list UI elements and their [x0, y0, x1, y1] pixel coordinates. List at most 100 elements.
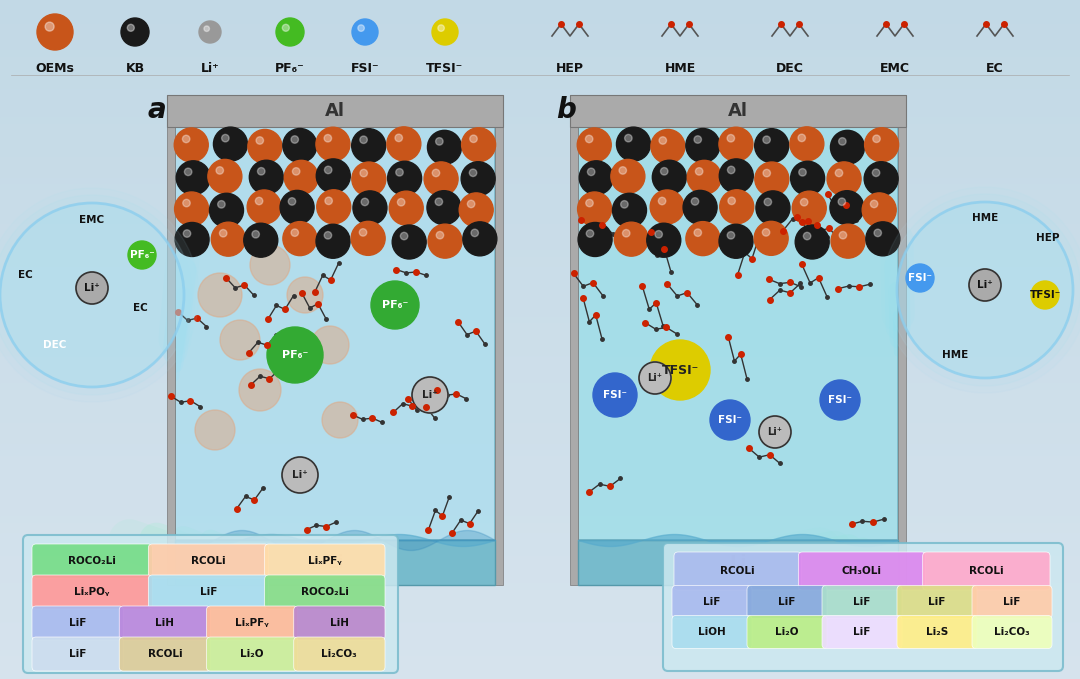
Bar — [0, 457, 1080, 458]
Bar — [0, 412, 1080, 413]
Text: HME: HME — [972, 213, 998, 223]
Text: Li: Li — [729, 553, 746, 572]
Circle shape — [864, 162, 899, 196]
Bar — [0, 639, 1080, 640]
FancyBboxPatch shape — [119, 637, 211, 671]
Circle shape — [789, 127, 824, 161]
Circle shape — [353, 191, 387, 225]
Bar — [0, 158, 1080, 159]
Circle shape — [175, 223, 210, 257]
Bar — [0, 350, 1080, 351]
Bar — [0, 128, 1080, 129]
Bar — [0, 92, 1080, 93]
Circle shape — [244, 223, 278, 257]
Bar — [0, 411, 1080, 412]
Circle shape — [754, 221, 788, 255]
Bar — [0, 500, 1080, 501]
Bar — [0, 487, 1080, 488]
Bar — [0, 0, 1080, 1]
Text: RCOLi: RCOLi — [148, 649, 183, 659]
Circle shape — [437, 25, 444, 31]
Bar — [0, 584, 1080, 585]
Bar — [0, 643, 1080, 644]
Bar — [0, 217, 1080, 218]
Bar — [0, 636, 1080, 637]
Bar — [0, 624, 1080, 625]
Bar — [0, 97, 1080, 98]
Bar — [0, 15, 1080, 16]
Bar — [0, 346, 1080, 347]
Bar — [0, 109, 1080, 110]
Bar — [0, 239, 1080, 240]
Text: EMC: EMC — [80, 215, 105, 225]
Bar — [0, 616, 1080, 617]
Bar — [0, 67, 1080, 68]
Bar — [0, 647, 1080, 648]
Bar — [0, 586, 1080, 587]
Bar — [0, 295, 1080, 296]
Bar — [0, 237, 1080, 238]
Bar — [0, 588, 1080, 589]
Bar — [0, 485, 1080, 486]
Bar — [0, 58, 1080, 59]
Bar — [0, 125, 1080, 126]
FancyBboxPatch shape — [897, 95, 906, 585]
Circle shape — [249, 160, 283, 194]
FancyBboxPatch shape — [570, 95, 906, 127]
Bar — [0, 408, 1080, 409]
Bar — [0, 544, 1080, 545]
Circle shape — [798, 134, 806, 142]
Text: RCOLi: RCOLi — [969, 566, 1003, 576]
Bar — [0, 114, 1080, 115]
Bar — [0, 620, 1080, 621]
Text: Li₂CO₃: Li₂CO₃ — [994, 627, 1030, 637]
Bar — [0, 530, 1080, 531]
Bar — [0, 413, 1080, 414]
Text: Li⁺: Li⁺ — [648, 373, 662, 383]
Circle shape — [387, 127, 421, 161]
Bar — [0, 486, 1080, 487]
Bar — [0, 87, 1080, 88]
Circle shape — [127, 24, 134, 31]
Bar — [0, 199, 1080, 200]
Circle shape — [204, 26, 210, 31]
Bar — [0, 678, 1080, 679]
Bar — [0, 112, 1080, 113]
Circle shape — [316, 224, 350, 258]
Bar — [0, 660, 1080, 661]
Bar — [0, 580, 1080, 581]
Circle shape — [175, 192, 208, 226]
Circle shape — [351, 221, 386, 255]
Bar — [0, 379, 1080, 380]
Bar — [0, 185, 1080, 186]
Bar — [0, 617, 1080, 618]
Text: Al: Al — [325, 102, 345, 120]
Bar — [0, 662, 1080, 663]
Bar — [0, 536, 1080, 537]
Bar — [0, 141, 1080, 142]
Bar — [0, 566, 1080, 567]
Bar — [0, 557, 1080, 558]
Text: b: b — [556, 96, 576, 124]
Bar — [0, 548, 1080, 549]
Circle shape — [352, 19, 378, 45]
Bar — [0, 130, 1080, 131]
Bar — [0, 568, 1080, 569]
Text: Li⁺: Li⁺ — [977, 280, 993, 290]
Circle shape — [280, 190, 314, 224]
Bar — [0, 429, 1080, 430]
Bar — [0, 122, 1080, 123]
Bar — [0, 438, 1080, 439]
Circle shape — [611, 160, 645, 194]
Bar — [0, 297, 1080, 298]
Bar — [0, 45, 1080, 46]
Bar — [0, 145, 1080, 146]
Bar — [0, 625, 1080, 626]
Bar — [0, 666, 1080, 667]
Bar — [0, 419, 1080, 420]
Bar — [0, 180, 1080, 181]
Bar — [0, 511, 1080, 512]
Bar — [0, 150, 1080, 151]
Circle shape — [719, 190, 754, 224]
Bar — [0, 209, 1080, 210]
